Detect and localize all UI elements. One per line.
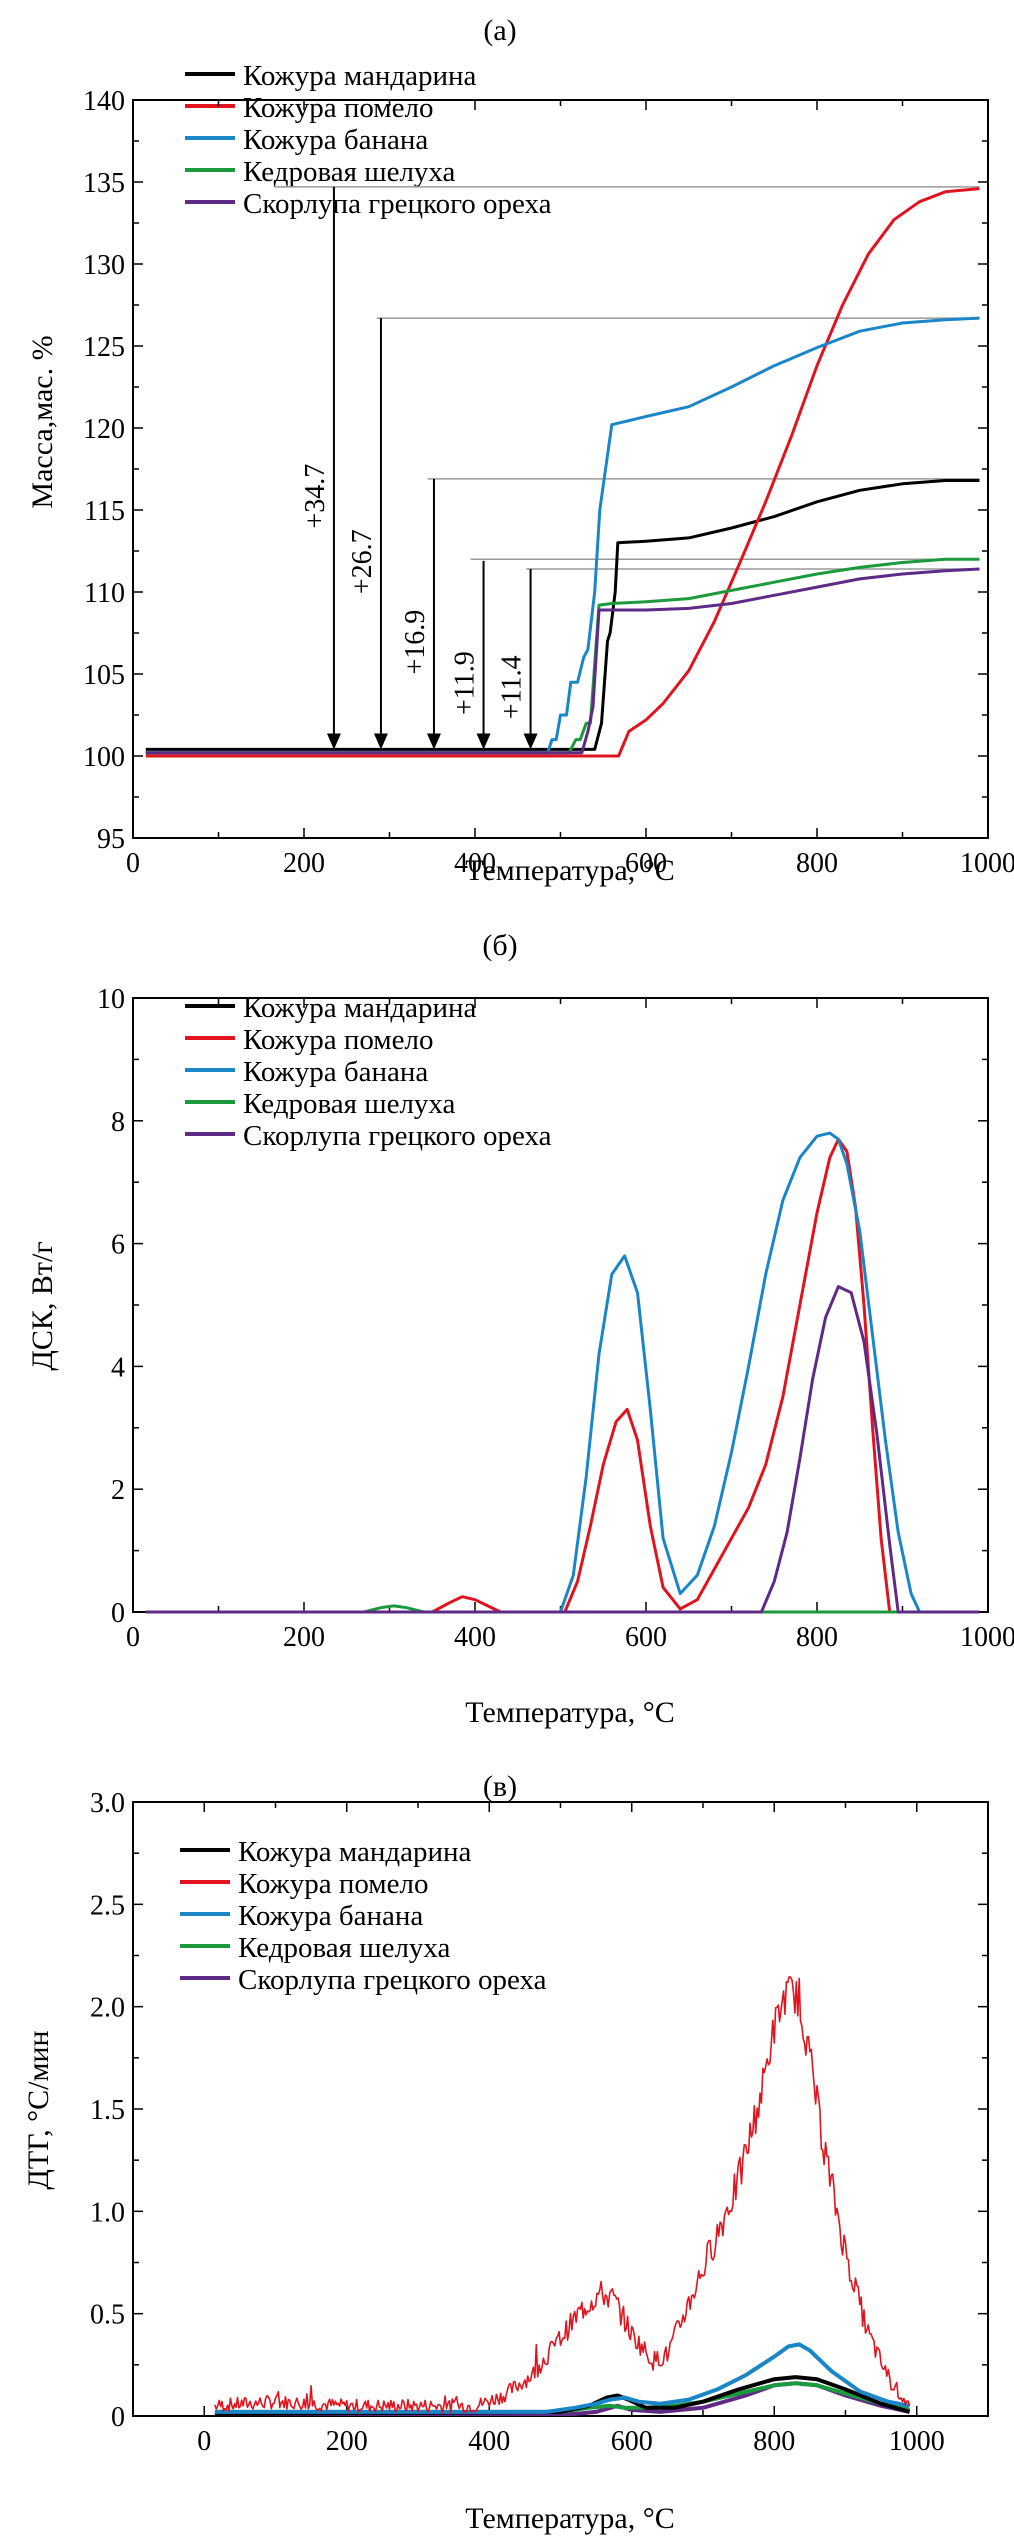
- panel-a-legend: Кожура мандарина Кожура помело Кожура ба…: [185, 60, 552, 220]
- legend-label-walnut: Скорлупа грецкого ореха: [243, 188, 552, 220]
- panel-b-y-tick-label: 8: [111, 1107, 125, 1138]
- panel-a-y-tick-label: 120: [83, 414, 125, 445]
- panel-b-xlabel: Температура, °C: [465, 1696, 674, 1729]
- panel-a-x-tick-label: 200: [283, 848, 325, 879]
- panel-a-xlabel: Температура, °C: [465, 854, 674, 887]
- panel-b-legend: Кожура мандарина Кожура помело Кожура ба…: [185, 992, 552, 1152]
- legend-label-pomelo: Кожура помело: [243, 92, 434, 124]
- panel-b-series-walnut: [145, 1285, 980, 1614]
- panel-c-x-tick-label: 1000: [889, 2426, 945, 2457]
- legend-label-pomelo: Кожура помело: [243, 1024, 434, 1056]
- panel-a-series-mandarin: [145, 479, 980, 751]
- panel-b-series-banana: [145, 1131, 980, 1614]
- panel-c: (в) Кожура мандарина Кожура помело Кожур…: [22, 1770, 675, 2535]
- panel-b-title: (б): [482, 929, 517, 962]
- panel-b-x-tick-label: 600: [625, 1622, 667, 1653]
- panel-a-x-tick-label: 0: [126, 848, 140, 879]
- panel-a-arrow-head: [476, 733, 491, 750]
- legend-label-cedar: Кедровая шелуха: [238, 1932, 451, 1964]
- panel-a-x-tick-label: 400: [454, 848, 496, 879]
- panel-a-series-pomelo: [145, 187, 980, 758]
- panel-c-y-tick-label: 1.5: [90, 2095, 125, 2126]
- panel-c-x-tick-label: 400: [468, 2426, 510, 2457]
- panel-a-y-tick-label: 115: [84, 496, 125, 527]
- panel-a-annotation-label: +34.7: [300, 464, 331, 529]
- panel-c-ylabel: ДТГ, °C/мин: [22, 2030, 55, 2189]
- panel-c-y-tick-label: 3.0: [90, 1788, 125, 1819]
- panel-b-x-tick-label: 1000: [960, 1622, 1014, 1653]
- panel-c-x-tick-label: 0: [197, 2426, 211, 2457]
- panel-c-plot: 0 200 400 600 800 1000 0 0.5 1.0 1.5 2.0 2.5 3.0: [90, 1788, 989, 2457]
- panel-a-y-tick-label: 140: [83, 86, 125, 117]
- panel-a-arrow-head: [326, 733, 341, 750]
- legend-label-cedar: Кедровая шелуха: [243, 1088, 456, 1120]
- panel-a-arrow-head: [426, 733, 441, 750]
- panel-a-series-walnut: [145, 567, 980, 755]
- panel-a-series-cedar: [145, 557, 980, 755]
- panel-a-x-tick-label: 1000: [960, 848, 1014, 879]
- panel-b-y-tick-label: 6: [111, 1230, 125, 1261]
- legend-label-walnut: Скорлупа грецкого ореха: [243, 1120, 552, 1152]
- panel-a: (а) Кожура мандарина Кожура помело Кожур…: [26, 14, 675, 887]
- panel-c-title: (в): [483, 1770, 517, 1803]
- panel-b-ylabel: ДСК, Вт/г: [26, 1241, 59, 1370]
- panel-b-plot: 0 200 400 600 800 1000 0 2 4 6 8 10: [97, 984, 1014, 1653]
- legend-label-walnut: Скорлупа грецкого ореха: [238, 1964, 547, 1996]
- panel-a-annotation-label: +11.9: [450, 651, 481, 715]
- panel-c-series-pomelo: [214, 1975, 911, 2414]
- panel-c-y-tick-label: 0.5: [90, 2300, 125, 2331]
- panel-a-ylabel: Масса,мас. %: [26, 335, 59, 508]
- panel-b-y-tick-label: 10: [97, 984, 125, 1015]
- panel-b-x-tick-label: 800: [796, 1622, 838, 1653]
- panel-a-annotation-label: +16.9: [400, 610, 431, 675]
- panel-b-x-tick-label: 0: [126, 1622, 140, 1653]
- legend-label-banana: Кожура банана: [243, 124, 428, 156]
- panel-b: (б) Кожура мандарина Кожура помело Кожур…: [26, 929, 675, 1729]
- legend-label-pomelo: Кожура помело: [238, 1868, 429, 1900]
- legend-label-banana: Кожура банана: [243, 1056, 428, 1088]
- legend-label-mandarin: Кожура мандарина: [243, 992, 477, 1024]
- legend-label-mandarin: Кожура мандарина: [238, 1836, 472, 1868]
- panel-c-y-tick-label: 2.0: [90, 1993, 125, 2024]
- panel-a-y-tick-label: 130: [83, 250, 125, 281]
- panel-a-x-tick-label: 600: [625, 848, 667, 879]
- panel-a-y-tick-label: 125: [83, 332, 125, 363]
- panel-b-x-tick-label: 400: [454, 1622, 496, 1653]
- panel-b-y-tick-label: 0: [111, 1598, 125, 1629]
- panel-a-arrow-head: [523, 733, 538, 750]
- panel-a-x-tick-label: 800: [796, 848, 838, 879]
- panel-b-y-tick-label: 2: [111, 1475, 125, 1506]
- panel-a-annotation-label: +11.4: [497, 655, 528, 719]
- panel-a-arrow-head: [373, 733, 388, 750]
- panel-b-x-tick-label: 200: [283, 1622, 325, 1653]
- panel-a-series-banana: [145, 316, 980, 755]
- panel-a-annotation-label: +26.7: [347, 529, 378, 594]
- panel-c-x-tick-label: 800: [753, 2426, 795, 2457]
- legend-label-banana: Кожура банана: [238, 1900, 423, 1932]
- panel-a-plot: 0 200 400 600 800 1000 95 100 105 110 115 120 125 130…: [83, 86, 1014, 879]
- panel-a-y-tick-label: 100: [83, 742, 125, 773]
- panel-a-y-tick-label: 105: [83, 660, 125, 691]
- panel-c-y-tick-label: 0: [111, 2402, 125, 2433]
- legend-label-cedar: Кедровая шелуха: [243, 156, 456, 188]
- panel-c-series-banana: [214, 2342, 910, 2414]
- panel-a-y-tick-label: 95: [97, 824, 125, 855]
- panel-b-y-tick-label: 4: [111, 1352, 125, 1383]
- panel-c-x-tick-label: 600: [611, 2426, 653, 2457]
- panel-a-y-tick-label: 110: [84, 578, 125, 609]
- panel-c-xlabel: Температура, °C: [465, 2502, 674, 2535]
- panel-a-y-tick-label: 135: [83, 168, 125, 199]
- panel-c-y-tick-label: 1.0: [90, 2197, 125, 2228]
- panel-c-legend: Кожура мандарина Кожура помело Кожура ба…: [180, 1836, 547, 1996]
- panel-c-y-tick-label: 2.5: [90, 1890, 125, 1921]
- panel-a-title: (а): [483, 14, 516, 47]
- legend-label-mandarin: Кожура мандарина: [243, 60, 477, 92]
- panel-c-x-tick-label: 200: [326, 2426, 368, 2457]
